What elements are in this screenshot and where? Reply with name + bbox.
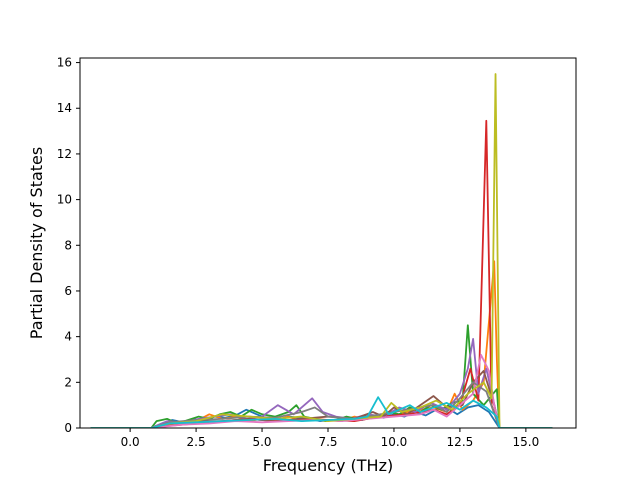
series-layer bbox=[90, 73, 553, 428]
y-tick-label: 12 bbox=[57, 147, 72, 161]
x-tick-label: 7.5 bbox=[318, 435, 337, 449]
x-tick-label: 2.5 bbox=[187, 435, 206, 449]
x-axis-ticks: 0.0 2.5 5.0 7.5 10.0 12.5 15.0 bbox=[121, 428, 540, 449]
y-tick-label: 16 bbox=[57, 56, 72, 70]
y-tick-label: 14 bbox=[57, 101, 72, 115]
x-tick-label: 15.0 bbox=[513, 435, 540, 449]
y-tick-label: 0 bbox=[64, 421, 72, 435]
x-tick-label: 0.0 bbox=[121, 435, 140, 449]
x-tick-label: 10.0 bbox=[381, 435, 408, 449]
series-line-10 bbox=[90, 396, 553, 428]
series-line-7 bbox=[90, 354, 553, 428]
x-tick-label: 12.5 bbox=[447, 435, 474, 449]
y-axis-ticks: 0 2 4 6 8 10 12 14 16 bbox=[57, 56, 80, 435]
y-axis-label: Partial Density of States bbox=[27, 147, 46, 339]
y-tick-label: 2 bbox=[64, 375, 72, 389]
y-tick-label: 8 bbox=[64, 238, 72, 252]
x-axis-label: Frequency (THz) bbox=[263, 456, 393, 475]
y-tick-label: 10 bbox=[57, 193, 72, 207]
y-tick-label: 4 bbox=[64, 330, 72, 344]
y-tick-label: 6 bbox=[64, 284, 72, 298]
x-tick-label: 5.0 bbox=[252, 435, 271, 449]
